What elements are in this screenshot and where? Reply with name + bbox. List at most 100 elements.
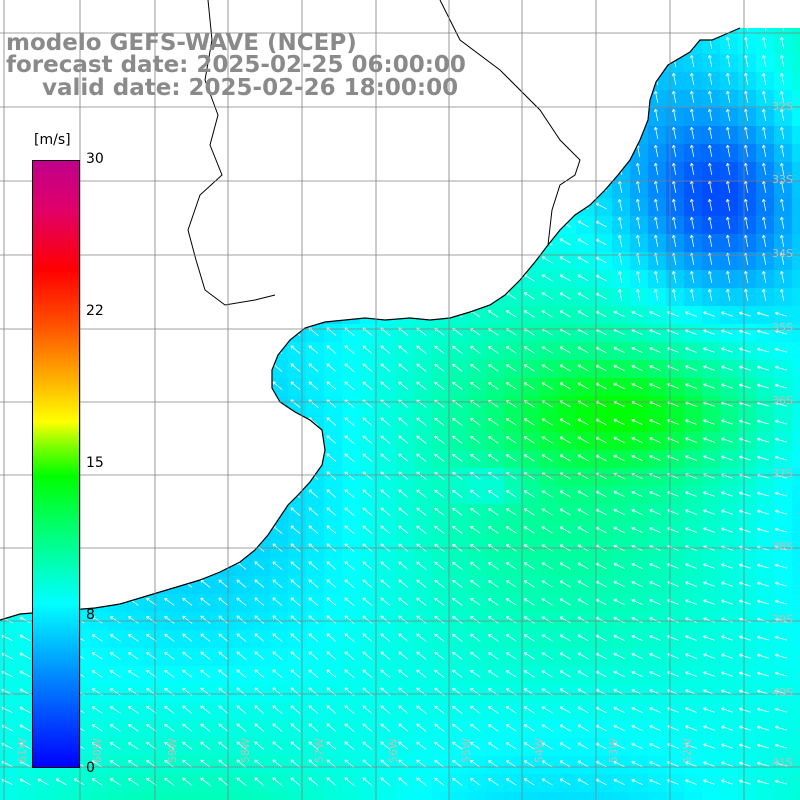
wind-arrow <box>362 525 373 534</box>
wind-arrow <box>398 435 409 444</box>
wind-arrow <box>164 705 175 714</box>
wind-arrow <box>559 598 571 606</box>
wind-arrow <box>672 288 677 301</box>
wind-arrow <box>541 508 553 516</box>
wind-arrow <box>672 162 677 175</box>
wind-arrow <box>726 216 731 229</box>
wind-arrow <box>762 216 767 229</box>
wind-arrow <box>541 580 553 588</box>
wind-arrow <box>236 777 247 786</box>
wind-arrow <box>182 723 193 732</box>
wind-arrow <box>649 743 661 749</box>
wind-arrow <box>685 761 697 767</box>
wind-arrow <box>577 220 589 228</box>
wind-arrow <box>91 724 103 732</box>
wind-arrow <box>488 706 499 714</box>
wind-arrow <box>690 198 695 211</box>
wind-arrow <box>362 417 373 426</box>
wind-arrow <box>200 741 211 750</box>
wind-arrow <box>308 489 319 498</box>
model-title: modelo GEFS-WAVE (NCEP) <box>6 30 357 56</box>
latitude-label: 33S <box>772 173 793 186</box>
wind-arrow <box>649 779 661 785</box>
wind-arrow <box>618 180 623 193</box>
wind-arrow <box>744 180 749 193</box>
wind-arrow <box>272 633 283 642</box>
wind-arrow <box>470 723 481 732</box>
wind-arrow <box>398 723 409 732</box>
wind-arrow <box>452 777 463 786</box>
wind-arrow <box>631 616 643 624</box>
wind-arrow <box>236 579 247 588</box>
wind-arrow <box>739 743 751 749</box>
wind-arrow <box>757 491 769 497</box>
wind-arrow <box>398 561 409 570</box>
wind-arrow <box>762 270 767 283</box>
wind-arrow <box>434 579 445 588</box>
speed-cell <box>90 792 109 800</box>
wind-arrow <box>344 633 355 642</box>
colorbar <box>32 160 80 768</box>
wind-arrow <box>218 705 229 714</box>
speed-cell <box>450 792 469 800</box>
wind-arrow <box>757 689 769 695</box>
wind-arrow <box>618 198 623 211</box>
wind-arrow <box>344 561 355 570</box>
wind-arrow <box>726 144 731 157</box>
wind-arrow <box>631 598 643 606</box>
wind-arrow <box>703 707 715 713</box>
longitude-label: 54W <box>532 738 546 763</box>
wind-arrow <box>308 705 319 714</box>
wind-arrow <box>613 742 625 750</box>
wind-arrow <box>434 489 445 498</box>
wind-arrow <box>631 490 643 498</box>
wind-arrow <box>672 234 677 247</box>
speed-cell <box>792 198 800 217</box>
wind-arrow <box>577 274 589 282</box>
wind-arrow <box>434 633 445 642</box>
wind-arrow <box>613 454 625 462</box>
wind-arrow <box>505 652 517 660</box>
longitude-label: 59W <box>165 738 179 763</box>
speed-cell <box>792 792 800 800</box>
wind-arrow <box>703 311 715 317</box>
speed-cell <box>792 522 800 541</box>
speed-cell <box>792 684 800 703</box>
wind-arrow <box>703 347 715 353</box>
wind-arrow <box>541 292 553 300</box>
wind-arrow <box>775 779 787 785</box>
wind-arrow <box>452 669 463 678</box>
wind-arrow <box>344 435 355 444</box>
wind-arrow <box>488 346 499 354</box>
wind-arrow <box>236 633 247 642</box>
wind-arrow <box>631 670 643 678</box>
wind-arrow <box>505 418 517 426</box>
speed-cell <box>576 792 595 800</box>
wind-arrow <box>703 419 715 425</box>
wind-arrow <box>290 723 301 732</box>
wind-arrow <box>452 507 463 516</box>
wind-arrow <box>757 779 769 785</box>
wind-arrow <box>757 725 769 731</box>
speed-cell <box>0 792 19 800</box>
wind-arrow <box>434 741 445 750</box>
wind-arrow <box>470 705 481 714</box>
wind-arrow <box>744 288 749 301</box>
wind-arrow <box>708 72 713 85</box>
wind-arrow <box>577 724 589 732</box>
wind-arrow <box>326 705 337 714</box>
latitude-label: 37S <box>772 467 793 480</box>
wind-arrow <box>618 216 623 229</box>
wind-arrow <box>690 72 695 85</box>
wind-arrow <box>523 580 535 588</box>
wind-arrow <box>631 310 643 318</box>
wind-arrow <box>398 669 409 678</box>
wind-arrow <box>200 651 211 660</box>
wind-arrow <box>470 597 481 606</box>
wind-arrow <box>470 615 481 624</box>
wind-arrow <box>757 671 769 677</box>
wind-arrow <box>416 525 427 534</box>
wind-arrow <box>708 270 713 283</box>
wind-arrow <box>739 725 751 731</box>
wind-arrow <box>559 742 571 750</box>
